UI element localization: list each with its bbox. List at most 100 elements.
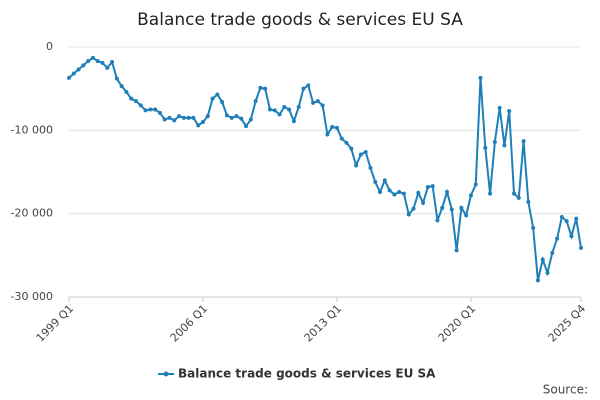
chart-title: Balance trade goods & services EU SA xyxy=(137,10,463,30)
point xyxy=(229,115,234,120)
point xyxy=(172,118,177,123)
point xyxy=(124,90,129,94)
point xyxy=(349,146,354,151)
point xyxy=(574,216,579,221)
point xyxy=(86,59,91,64)
point xyxy=(129,96,134,101)
point xyxy=(306,83,311,88)
point xyxy=(483,145,488,150)
point xyxy=(406,212,411,217)
point xyxy=(81,63,86,68)
point xyxy=(569,234,574,239)
point xyxy=(334,125,339,130)
x-tick-label: 2013 Q1 xyxy=(302,302,345,345)
point xyxy=(445,190,450,194)
point xyxy=(478,75,483,80)
point xyxy=(526,200,531,204)
point xyxy=(315,99,320,104)
point xyxy=(311,100,316,105)
point xyxy=(148,107,153,112)
point xyxy=(454,248,459,253)
y-tick-label: 0 xyxy=(46,40,53,53)
point xyxy=(282,105,287,109)
point xyxy=(488,191,493,196)
legend-label: Balance trade goods & services EU SA xyxy=(178,367,436,381)
point xyxy=(330,125,335,129)
point xyxy=(143,108,148,113)
point xyxy=(416,190,421,195)
point xyxy=(401,191,406,196)
point xyxy=(545,270,550,275)
point xyxy=(502,143,507,148)
point xyxy=(354,163,359,168)
point xyxy=(287,107,292,112)
point xyxy=(67,75,71,80)
point xyxy=(110,60,115,64)
point xyxy=(382,178,387,183)
point xyxy=(301,86,306,91)
point xyxy=(468,193,473,198)
point xyxy=(411,206,416,211)
point xyxy=(291,119,296,124)
point xyxy=(200,120,205,124)
point xyxy=(181,115,186,120)
point xyxy=(516,195,521,200)
point xyxy=(387,188,392,193)
point xyxy=(95,59,100,64)
point xyxy=(119,84,124,89)
point xyxy=(76,67,81,72)
point xyxy=(497,105,502,110)
point xyxy=(162,117,167,122)
point xyxy=(210,96,215,101)
point xyxy=(196,123,201,128)
point xyxy=(358,152,363,157)
point xyxy=(234,114,239,119)
point xyxy=(100,60,105,65)
point xyxy=(239,116,244,121)
point xyxy=(272,108,277,113)
point xyxy=(492,140,497,144)
point xyxy=(153,107,158,112)
x-tick-label: 2006 Q1 xyxy=(168,302,211,345)
point xyxy=(220,100,225,104)
point xyxy=(296,105,301,109)
point xyxy=(177,114,182,119)
point xyxy=(339,136,344,141)
point xyxy=(114,76,119,81)
point xyxy=(344,140,349,145)
point xyxy=(244,124,249,129)
point xyxy=(559,215,564,219)
point xyxy=(224,113,229,118)
point xyxy=(215,92,220,97)
point xyxy=(555,236,560,241)
point xyxy=(473,182,478,187)
y-tick-label: -30 000 xyxy=(11,290,53,303)
point xyxy=(138,103,143,108)
y-tick-label: -10 000 xyxy=(11,123,53,136)
point xyxy=(253,99,258,104)
point xyxy=(133,99,138,104)
point xyxy=(258,85,263,90)
point xyxy=(435,218,440,223)
x-tick-label: 2020 Q1 xyxy=(436,302,479,345)
point xyxy=(378,190,383,194)
point xyxy=(191,115,196,120)
point xyxy=(368,165,373,170)
point xyxy=(521,139,526,144)
point xyxy=(425,185,430,189)
point xyxy=(421,200,426,205)
point xyxy=(186,115,191,120)
point xyxy=(459,205,464,210)
point xyxy=(320,103,325,108)
point xyxy=(71,71,76,76)
point xyxy=(263,86,268,91)
point xyxy=(531,225,536,230)
point xyxy=(464,213,469,218)
point xyxy=(507,109,512,114)
y-tick-label: -20 000 xyxy=(11,207,53,220)
point xyxy=(540,257,545,262)
x-tick-label: 2025 Q4 xyxy=(546,302,589,345)
point xyxy=(535,278,540,283)
point xyxy=(564,219,569,224)
